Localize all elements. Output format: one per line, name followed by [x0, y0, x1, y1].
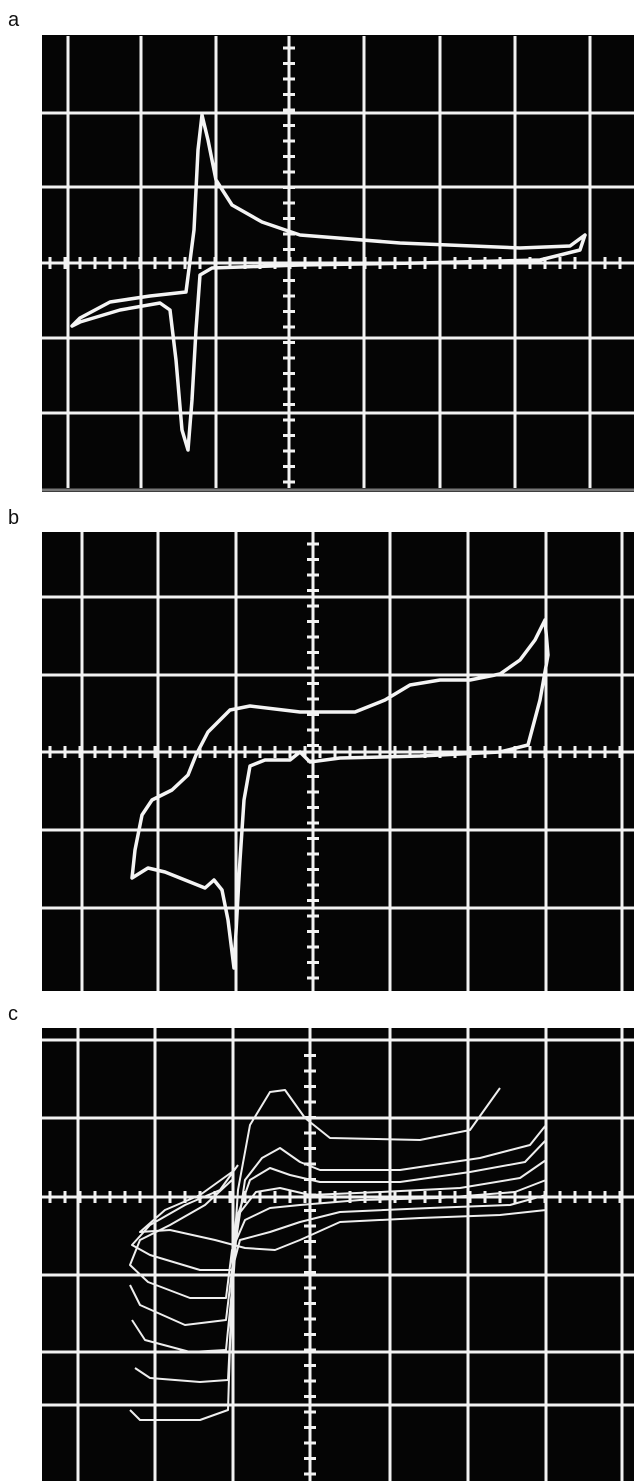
trace	[129, 1087, 501, 1421]
scope-screen	[42, 532, 634, 991]
trace	[131, 1164, 547, 1271]
trace	[70, 113, 587, 452]
panel-label: b	[8, 507, 19, 529]
trace	[129, 1179, 547, 1299]
trace	[134, 1124, 547, 1383]
panel-label: a	[8, 9, 20, 31]
trace	[131, 1139, 547, 1353]
trace	[129, 1159, 547, 1326]
panel-label: c	[8, 1003, 18, 1025]
trace	[139, 1171, 547, 1251]
scope-screen	[42, 33, 634, 492]
scope-screen	[42, 1028, 634, 1481]
trace	[130, 618, 550, 970]
